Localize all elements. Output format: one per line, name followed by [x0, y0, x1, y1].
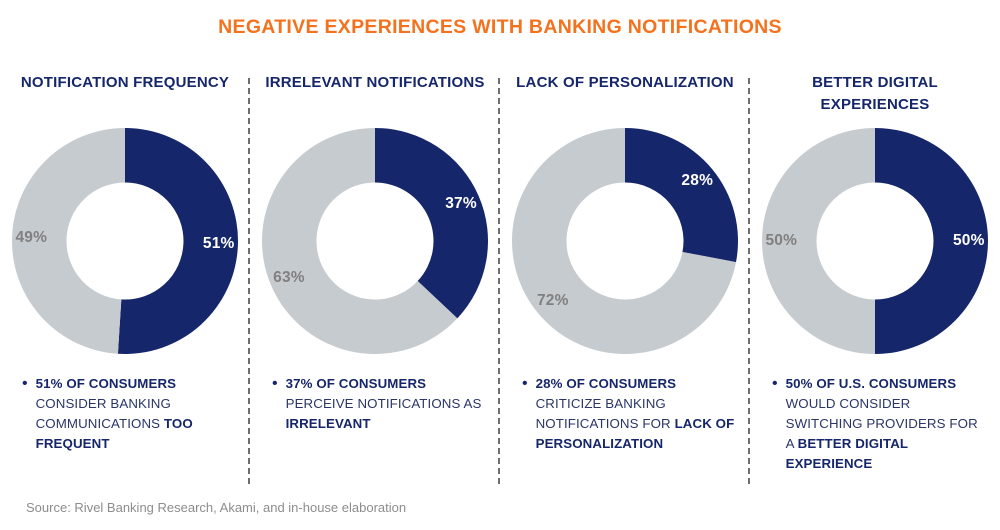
donut-remainder-label: 63% — [273, 269, 305, 287]
bullet-dot-icon: • — [772, 375, 778, 392]
column-better-digital-experiences: BETTER DIGITAL EXPERIENCES 50% 50% • 50%… — [750, 72, 1000, 474]
page-title: NEGATIVE EXPERIENCES WITH BANKING NOTIFI… — [218, 16, 782, 38]
bullet-text: 51% OF CONSUMERS CONSIDER BANKING COMMUN… — [36, 374, 238, 454]
bullet-item: • 37% OF CONSUMERS PERCEIVE NOTIFICATION… — [262, 374, 488, 434]
bullet-dot-icon: • — [522, 375, 528, 392]
donut-value-label: 51% — [202, 234, 235, 252]
donut-remainder-label: 50% — [765, 232, 798, 249]
donut-slices — [512, 128, 738, 354]
donut-svg — [762, 128, 988, 354]
column-divider — [248, 78, 250, 484]
column-title: IRRELEVANT NOTIFICATIONS — [265, 74, 485, 91]
bullet-emphasis: LACK OF PERSONALIZATION — [535, 416, 735, 451]
bullet-emphasis: TOO FREQUENT — [35, 416, 193, 451]
bullet-dot-icon: • — [22, 375, 28, 392]
donut-chart-irrelevant-notifications: 37% 63% — [262, 128, 488, 354]
source-note: Source: Rivel Banking Research, Akami, a… — [26, 500, 407, 515]
donut-svg — [262, 128, 488, 354]
donut-chart-notification-frequency: 51% 49% — [12, 128, 238, 354]
bullet-emphasis: IRRELEVANT — [285, 416, 371, 431]
column-notification-frequency: NOTIFICATION FREQUENCY 51% 49% • 51% OF … — [0, 72, 250, 484]
donut-slices — [12, 128, 238, 354]
bullet-lead: 28% OF CONSUMERS — [535, 376, 677, 391]
donut-slice — [262, 128, 458, 354]
donut-slices — [262, 128, 488, 354]
bullet-text: 50% OF U.S. CONSUMERS WOULD CONSIDER SWI… — [786, 374, 988, 474]
donut-slices — [762, 128, 988, 354]
bullet-text: 37% OF CONSUMERS PERCEIVE NOTIFICATIONS … — [286, 374, 488, 434]
bullet-middle: PERCEIVE NOTIFICATIONS AS — [285, 396, 482, 411]
donut-chart-lack-of-personalization: 28% 72% — [512, 128, 738, 354]
donut-slice — [512, 128, 736, 354]
column-divider — [498, 78, 500, 484]
donut-svg — [512, 128, 738, 354]
donut-remainder-label: 49% — [15, 229, 48, 247]
bullet-dot-icon: • — [272, 375, 278, 392]
bullet-middle: CONSIDER BANKING COMMUNICATIONS — [35, 396, 171, 431]
bullet-middle: CRITICIZE BANKING NOTIFICATIONS FOR — [535, 396, 675, 431]
bullet-lead: 50% OF U.S. CONSUMERS — [785, 376, 957, 391]
donut-slice — [875, 128, 988, 354]
column-lack-of-personalization: LACK OF PERSONALIZATION 28% 72% • 28% OF… — [500, 72, 750, 484]
donut-value-label: 37% — [445, 194, 477, 212]
bullet-lead: 37% OF CONSUMERS — [285, 376, 427, 391]
donut-slice — [762, 128, 875, 354]
bullet-item: • 51% OF CONSUMERS CONSIDER BANKING COMM… — [12, 374, 238, 454]
donut-value-label: 28% — [681, 172, 714, 190]
bullet-item: • 28% OF CONSUMERS CRITICIZE BANKING NOT… — [512, 374, 738, 454]
donut-remainder-label: 72% — [536, 291, 569, 309]
column-title: BETTER DIGITAL EXPERIENCES — [812, 74, 938, 113]
bullet-text: 28% OF CONSUMERS CRITICIZE BANKING NOTIF… — [536, 374, 738, 454]
donut-slice — [12, 128, 126, 354]
donut-slice — [375, 128, 488, 319]
bullet-middle: WOULD CONSIDER SWITCHING PROVIDERS FOR A — [785, 396, 978, 451]
column-title: NOTIFICATION FREQUENCY — [20, 74, 230, 91]
column-title: LACK OF PERSONALIZATION — [516, 74, 734, 91]
donut-chart-better-digital-experiences: 50% 50% — [762, 128, 988, 354]
column-divider — [748, 78, 750, 484]
donut-slice — [117, 128, 238, 354]
bullet-emphasis: BETTER DIGITAL EXPERIENCE — [785, 436, 908, 471]
bullet-lead: 51% OF CONSUMERS — [35, 376, 177, 391]
bullet-item: • 50% OF U.S. CONSUMERS WOULD CONSIDER S… — [762, 374, 988, 474]
columns-container: NOTIFICATION FREQUENCY 51% 49% • 51% OF … — [0, 72, 1000, 484]
donut-svg — [12, 128, 238, 354]
column-irrelevant-notifications: IRRELEVANT NOTIFICATIONS 37% 63% • 37% O… — [250, 72, 500, 484]
donut-value-label: 50% — [952, 232, 985, 249]
donut-slice — [625, 128, 738, 263]
